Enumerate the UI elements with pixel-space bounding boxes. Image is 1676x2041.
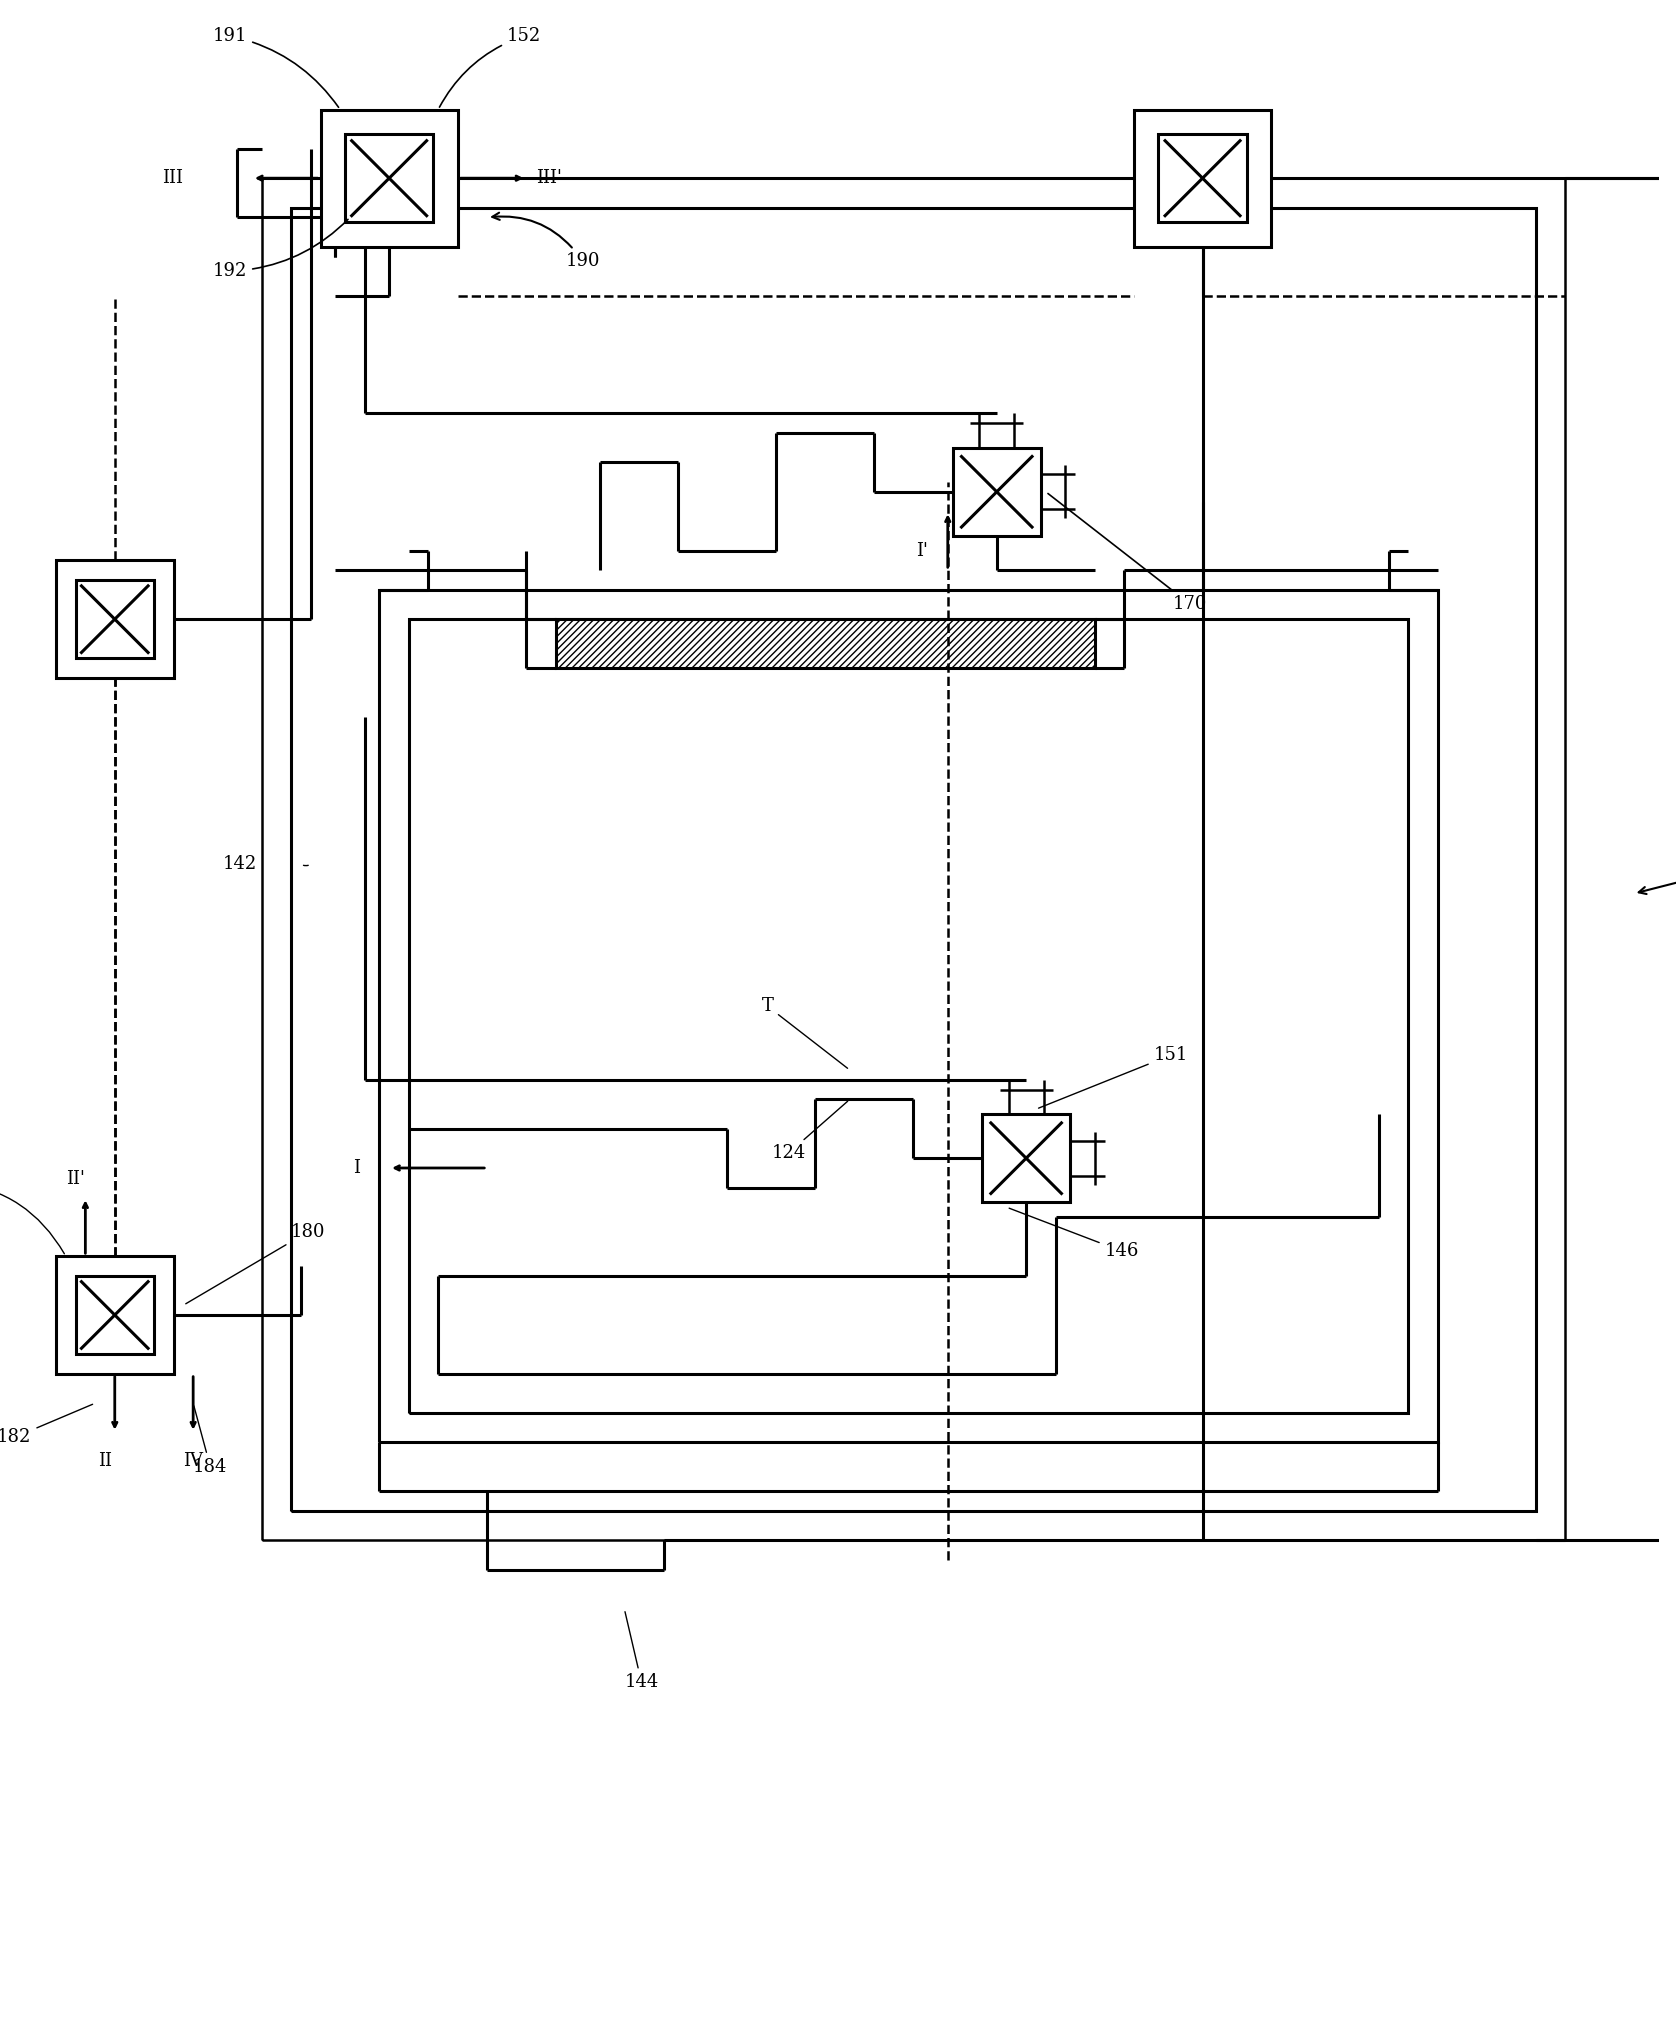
- Bar: [55, 561, 174, 678]
- Text: 191: 191: [213, 27, 339, 108]
- Text: 142: 142: [223, 855, 256, 874]
- Bar: [1158, 135, 1247, 222]
- Bar: [55, 1255, 174, 1374]
- Text: IV: IV: [183, 1453, 203, 1470]
- Text: 151: 151: [1039, 1047, 1188, 1108]
- Text: 152: 152: [439, 27, 541, 106]
- Bar: [320, 110, 458, 247]
- Text: T: T: [761, 998, 848, 1067]
- Text: 170: 170: [1048, 494, 1207, 614]
- Text: I': I': [917, 541, 929, 559]
- Text: 165: 165: [1639, 851, 1676, 894]
- Text: II': II': [65, 1169, 85, 1188]
- Text: 124: 124: [771, 1102, 848, 1161]
- Text: 192: 192: [213, 218, 349, 280]
- Text: 144: 144: [625, 1612, 659, 1692]
- Bar: [556, 618, 1094, 667]
- Bar: [1135, 110, 1270, 247]
- Bar: [952, 447, 1041, 537]
- Text: 180: 180: [186, 1223, 325, 1304]
- Text: 190: 190: [493, 212, 600, 269]
- Text: III': III': [536, 169, 561, 188]
- Text: I: I: [352, 1159, 360, 1178]
- Text: 153: 153: [0, 1174, 64, 1253]
- Text: 182: 182: [0, 1404, 92, 1447]
- Bar: [345, 135, 434, 222]
- Text: II: II: [97, 1453, 112, 1470]
- Bar: [982, 1114, 1071, 1202]
- Text: 146: 146: [1009, 1208, 1140, 1259]
- Text: III: III: [163, 169, 183, 188]
- Bar: [75, 1276, 154, 1353]
- Bar: [75, 580, 154, 659]
- Text: 184: 184: [193, 1406, 228, 1476]
